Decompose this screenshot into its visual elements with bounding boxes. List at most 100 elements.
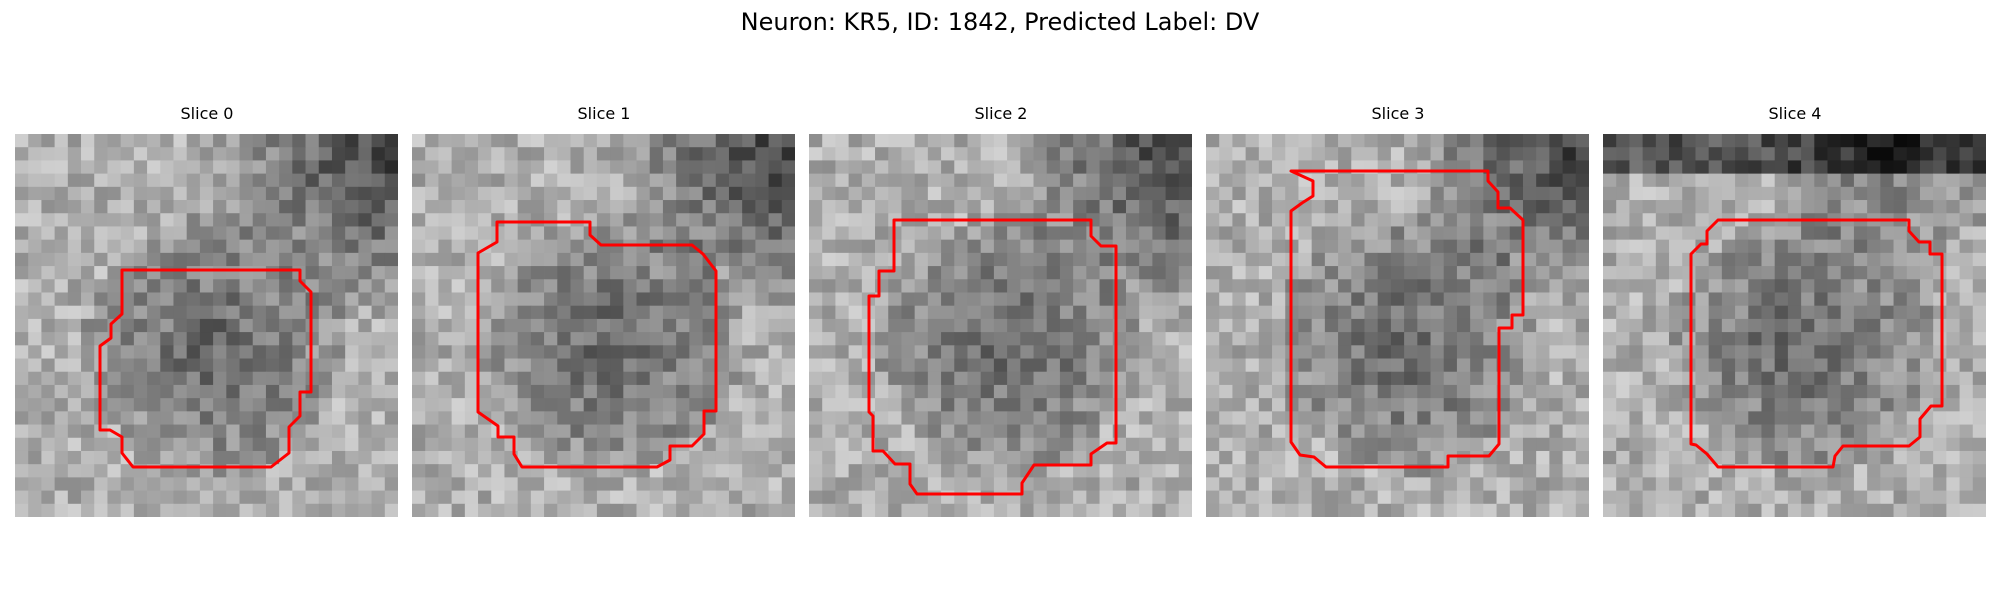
pixel-cell — [1404, 252, 1418, 267]
pixel-cell — [1562, 503, 1577, 517]
pixel-cell — [1033, 490, 1048, 505]
pixel-cell — [464, 437, 479, 452]
pixel-cell — [1272, 186, 1286, 201]
pixel-cell — [662, 173, 677, 188]
pixel-cell — [345, 345, 359, 359]
pixel-cell — [980, 134, 995, 148]
pixel-cell — [1404, 358, 1418, 373]
pixel-cell — [980, 252, 995, 267]
pixel-cell — [1059, 252, 1074, 267]
pixel-cell — [1099, 266, 1114, 280]
pixel-cell — [1562, 332, 1577, 346]
pixel-cell — [861, 490, 876, 505]
pixel-cell — [914, 173, 929, 188]
pixel-cell — [980, 332, 995, 346]
pixel-cell — [517, 424, 532, 439]
pixel-cell — [1761, 279, 1776, 293]
pixel-cell — [28, 358, 42, 373]
pixel-cell — [1629, 371, 1644, 386]
pixel-cell — [147, 477, 161, 491]
pixel-cell — [1629, 213, 1644, 227]
pixel-cell — [980, 464, 995, 478]
pixel-cell — [133, 398, 148, 412]
pixel-cell — [583, 279, 598, 293]
pixel-cell — [954, 345, 968, 359]
pixel-cell — [1430, 134, 1445, 148]
pixel-cell — [239, 160, 254, 175]
pixel-cell — [1324, 398, 1339, 412]
pixel-cell — [213, 134, 227, 148]
pixel-cell — [1059, 186, 1074, 201]
pixel-cell — [715, 345, 730, 359]
pixel-cell — [1708, 252, 1723, 267]
pixel-cell — [425, 213, 439, 227]
pixel-cell — [1311, 252, 1326, 267]
pixel-cell — [530, 305, 545, 320]
pixel-cell — [1906, 411, 1921, 425]
pixel-cell — [1364, 411, 1379, 425]
pixel-cell — [1509, 411, 1524, 425]
pixel-cell — [1919, 292, 1934, 307]
pixel-cell — [517, 345, 532, 359]
pixel-cell — [1549, 371, 1563, 386]
pixel-cell — [728, 266, 743, 280]
pixel-cell — [1509, 186, 1524, 201]
pixel-cell — [662, 213, 677, 227]
pixel-cell — [1642, 477, 1657, 491]
pixel-cell — [504, 173, 519, 188]
pixel-cell — [1338, 345, 1352, 359]
pixel-cell — [954, 398, 968, 412]
pixel-cell — [305, 279, 320, 293]
pixel-cell — [1695, 147, 1710, 161]
pixel-cell — [610, 332, 624, 346]
pixel-cell — [1033, 160, 1048, 175]
pixel-cell — [901, 503, 916, 517]
pixel-cell — [1774, 345, 1789, 359]
pixel-cell — [1893, 332, 1908, 346]
pixel-cell — [1616, 134, 1630, 148]
grayscale-grid — [809, 134, 1192, 517]
pixel-cell — [1853, 424, 1868, 439]
pixel-cell — [1867, 266, 1881, 280]
pixel-cell — [1655, 279, 1670, 293]
pixel-cell — [1165, 450, 1180, 465]
pixel-cell — [1470, 186, 1484, 201]
pixel-cell — [331, 384, 346, 399]
pixel-cell — [1443, 186, 1458, 201]
pixel-cell — [1404, 477, 1418, 491]
pixel-cell — [1774, 239, 1789, 254]
pixel-cell — [1245, 384, 1260, 399]
pixel-cell — [1549, 213, 1563, 227]
pixel-cell — [702, 279, 717, 293]
pixel-cell — [901, 358, 916, 373]
pixel-cell — [1536, 134, 1550, 148]
pixel-cell — [94, 173, 108, 188]
pixel-cell — [1655, 450, 1670, 465]
pixel-cell — [438, 437, 453, 452]
pixel-cell — [1906, 239, 1921, 254]
pixel-cell — [662, 503, 677, 517]
pixel-cell — [1603, 318, 1617, 333]
pixel-cell — [623, 332, 637, 346]
pixel-cell — [491, 332, 505, 346]
pixel-cell — [1575, 213, 1589, 227]
pixel-cell — [1430, 490, 1445, 505]
pixel-cell — [702, 318, 717, 333]
pixel-cell — [425, 503, 439, 517]
pixel-cell — [1946, 490, 1960, 505]
pixel-cell — [1575, 292, 1589, 307]
pixel-cell — [1232, 424, 1247, 439]
pixel-cell — [371, 477, 386, 491]
pixel-cell — [1840, 252, 1855, 267]
pixel-cell — [1165, 305, 1180, 320]
pixel-cell — [848, 292, 863, 307]
pixel-cell — [861, 266, 876, 280]
pixel-cell — [331, 424, 346, 439]
pixel-cell — [1112, 477, 1127, 491]
pixel-cell — [226, 384, 240, 399]
pixel-cell — [1919, 345, 1934, 359]
pixel-cell — [1125, 160, 1140, 175]
pixel-cell — [662, 147, 677, 161]
pixel-cell — [1787, 318, 1802, 333]
pixel-cell — [345, 477, 359, 491]
